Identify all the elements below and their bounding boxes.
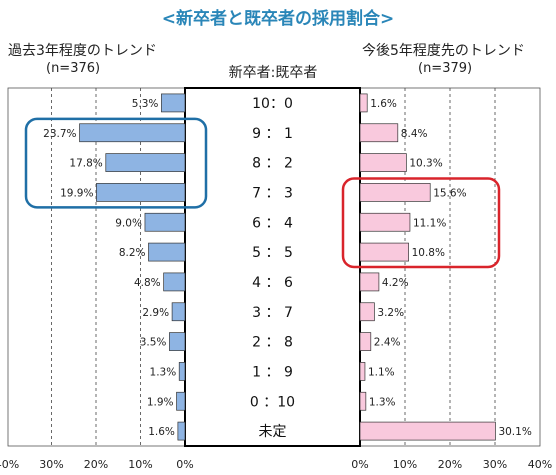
left-bar [144,212,186,232]
right-bar-value-label: 4.2% [382,277,409,289]
category-label: 0 ：10 [250,394,295,410]
right-tick-label: 20% [438,458,462,471]
left-bar-value-label: 5.3% [132,98,159,110]
left-bar [169,332,186,351]
left-bar [79,123,186,143]
right-panel-heading: 今後5年程度先のトレンド [362,43,525,59]
category-label: 9 ： 1 [252,126,293,142]
category-label: 8 ： 2 [252,156,293,172]
right-bar [359,332,372,351]
left-bar-value-label: 1.9% [147,396,174,408]
category-label: 6 ： 4 [252,215,293,231]
right-bar-value-label: 30.1% [498,426,531,438]
left-tick-label: 10% [128,458,152,471]
right-bar [359,153,407,172]
left-tick-label: 20% [84,458,108,471]
right-bar [359,272,380,292]
left-bar-value-label: 1.3% [150,366,177,378]
right-bar-value-label: 3.2% [377,307,404,319]
right-tick-label: 30% [483,458,507,471]
right-panel-sample-size: (n=379) [418,61,473,76]
left-bar-value-label: 1.6% [148,426,175,438]
left-bar [163,272,186,292]
category-label: 未定 [259,424,287,440]
right-bar [359,302,375,322]
right-tick-label: 10% [393,458,417,471]
left-bar [105,153,186,172]
left-bar-value-label: 2.9% [142,307,169,319]
left-tick-label: 30% [39,458,63,471]
category-label: 1 ： 9 [252,364,293,380]
right-bar-value-label: 1.1% [368,366,395,378]
left-bar [176,391,186,411]
right-bar [359,421,496,441]
left-bar-value-label: 3.5% [140,337,167,349]
left-bar-value-label: 19.9% [60,187,93,199]
right-bar-value-label: 1.6% [370,98,397,110]
right-bar [359,212,411,232]
right-bar-value-label: 10.8% [412,247,445,259]
chart-title: <新卒者と既卒者の採用割合> [161,9,395,29]
category-label: 5 ： 5 [252,245,293,261]
right-bar [359,183,431,202]
left-bar [96,183,186,202]
left-tick-label: 0% [176,458,193,471]
left-bar [171,302,186,322]
left-bar [177,421,186,441]
category-label: 2 ： 8 [252,335,293,351]
left-bar-value-label: 8.2% [119,247,146,259]
right-bar [359,242,409,262]
right-bar [359,362,366,381]
left-bar [178,362,186,381]
right-highlight-box [341,177,501,269]
right-tick-label: 40% [528,458,552,471]
right-bar-value-label: 11.1% [413,217,446,229]
center-category-box [184,87,361,447]
left-panel-heading: 過去3年程度のトレンド [8,43,157,59]
category-label: 10：0 [252,96,293,112]
right-bar-value-label: 1.3% [369,396,396,408]
right-bar-value-label: 8.4% [401,128,428,140]
left-panel-sample-size: (n=376) [46,61,101,76]
right-bar [359,123,399,143]
category-label: 3 ： 7 [252,305,293,321]
left-bar [161,93,186,113]
left-highlight-box [24,117,208,209]
left-bar-value-label: 4.8% [134,277,161,289]
left-bar-value-label: 9.0% [115,217,142,229]
center-category-header: 新卒者:既卒者 [228,65,318,81]
right-bar-value-label: 10.3% [409,158,442,170]
right-bar-value-label: 15.6% [433,187,466,199]
right-bar [359,93,368,113]
right-bar [359,391,367,411]
left-tick-label: 40% [0,458,19,471]
category-label: 7 ： 3 [252,185,293,201]
left-bar [148,242,186,262]
left-bar-value-label: 23.7% [43,128,76,140]
category-label: 4 ： 6 [252,275,293,291]
left-bar-value-label: 17.8% [69,158,102,170]
right-bar-value-label: 2.4% [374,337,401,349]
right-tick-label: 0% [351,458,368,471]
